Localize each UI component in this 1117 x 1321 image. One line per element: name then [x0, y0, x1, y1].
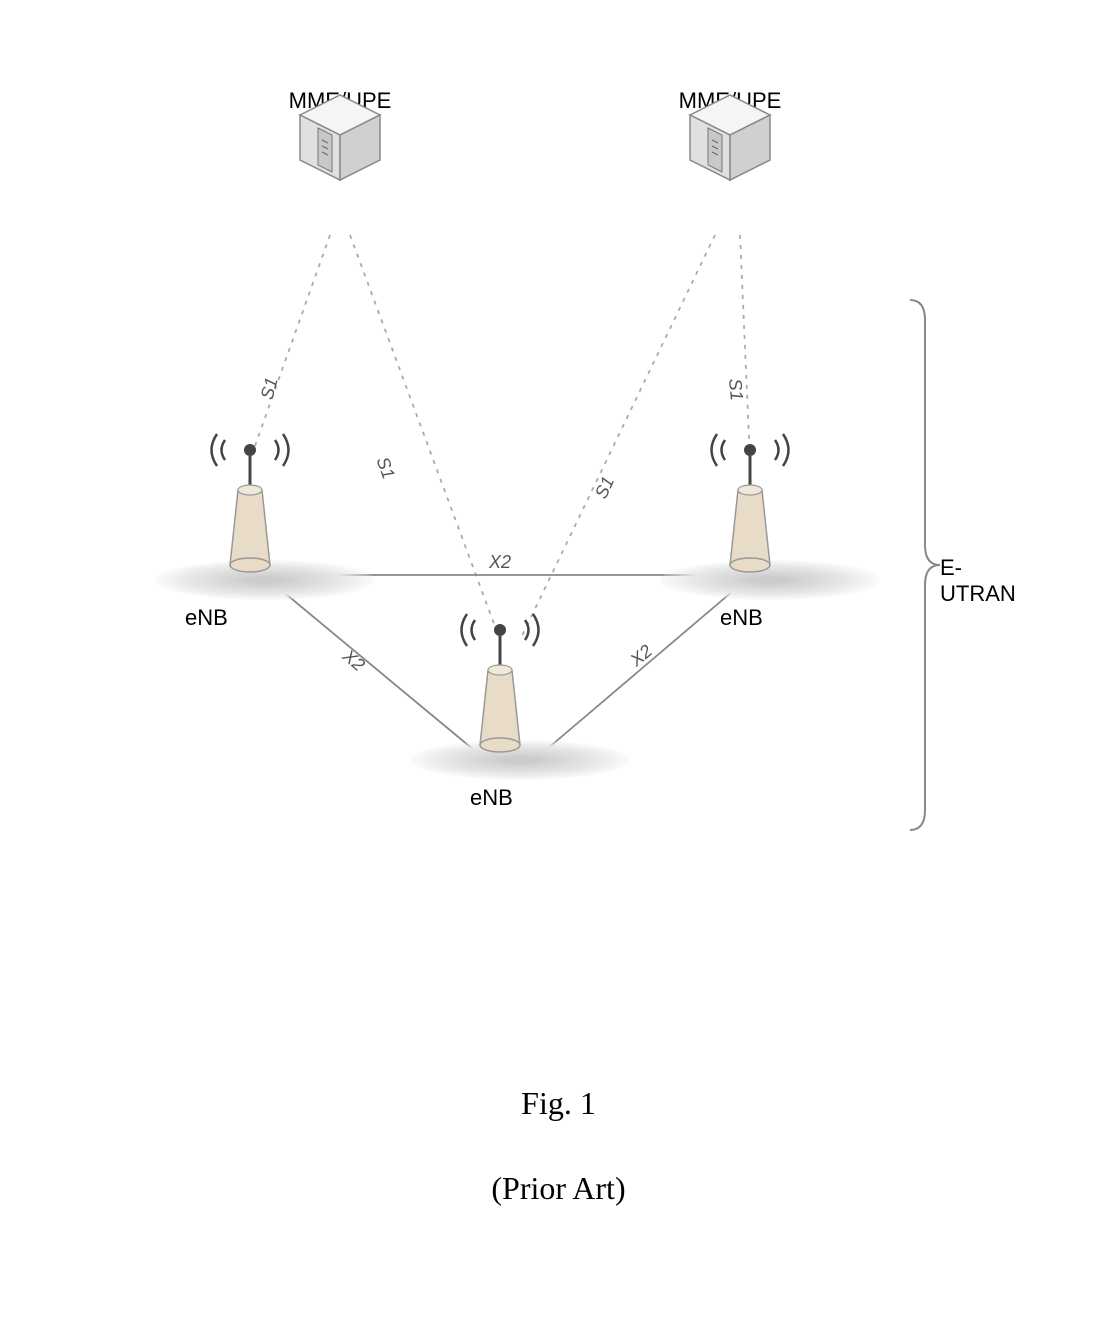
enb-node-2 [680, 410, 820, 590]
enb-node-1 [180, 410, 320, 590]
server-icon [670, 80, 790, 185]
enb-label: eNB [470, 785, 513, 811]
svg-text:S1: S1 [591, 473, 618, 501]
svg-text:X2: X2 [488, 552, 511, 572]
figure-caption: Fig. 1 [0, 1085, 1117, 1122]
figure-subcaption: (Prior Art) [0, 1170, 1117, 1207]
enb-label: eNB [720, 605, 763, 631]
svg-text:X2: X2 [338, 645, 368, 675]
svg-text:X2: X2 [626, 641, 656, 671]
eutran-label: E-UTRAN [940, 555, 1016, 607]
server-icon [280, 80, 400, 185]
svg-text:S1: S1 [725, 378, 747, 402]
enb-node-3 [430, 590, 570, 770]
enb-label: eNB [185, 605, 228, 631]
svg-text:S1: S1 [372, 454, 398, 482]
server-mme-upe-1: MME/UPE [280, 80, 400, 220]
server-mme-upe-2: MME/UPE [670, 80, 790, 220]
network-diagram: S1S1S1S1X2X2X2 MME/UPE MME/UPE [100, 60, 1000, 960]
